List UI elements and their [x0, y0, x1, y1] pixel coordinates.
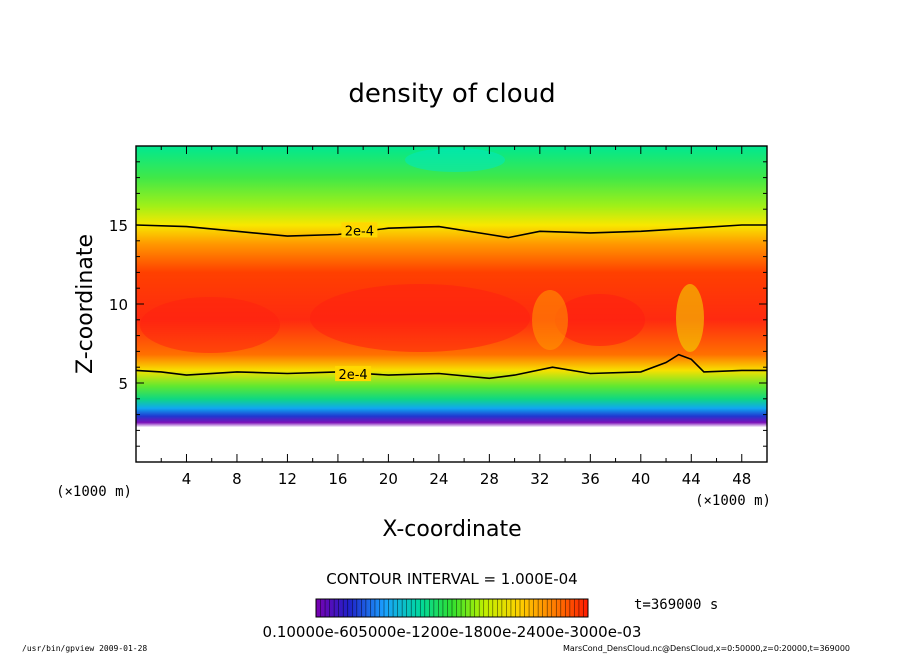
time-label: t=369000 s: [634, 597, 718, 613]
y-axis-title: Z-coordinate: [73, 234, 98, 374]
y-tick-label: 10: [109, 296, 128, 314]
x-tick-label: 4: [182, 470, 192, 488]
contour-label-upper-bg: [341, 222, 378, 238]
x-tick-label: 24: [429, 470, 448, 488]
density-field: [136, 146, 767, 462]
contour-interval-text: CONTOUR INTERVAL = 1.000E-04: [326, 570, 577, 588]
contour-label-lower-bg: [335, 366, 372, 382]
x-tick-label: 44: [682, 470, 701, 488]
colorbar-tick-labels: 0.10000e-605000e-1200e-1800e-2400e-3000e…: [263, 623, 642, 641]
density-core-center: [310, 284, 530, 352]
density-gap-right: [532, 290, 568, 350]
x-tick-label: 48: [732, 470, 751, 488]
chart-title: density of cloud: [348, 79, 555, 109]
x-unit-label: (×1000 m): [695, 493, 771, 509]
colorbar: [315, 598, 589, 618]
contour-lines: 2e-4 2e-4: [135, 222, 767, 383]
y-unit-label: (×1000 m): [56, 484, 132, 500]
x-tick-label: 36: [581, 470, 600, 488]
x-tick-label: 16: [328, 470, 347, 488]
x-tick-label: 20: [379, 470, 398, 488]
footer-right: MarsCond_DensCloud.nc@DensCloud,x=0:5000…: [563, 644, 850, 653]
contour-line-lower: [135, 353, 767, 380]
y-tick-label: 15: [109, 217, 128, 235]
x-tick-label: 12: [278, 470, 297, 488]
x-tick-label: 40: [631, 470, 650, 488]
x-axis-title: X-coordinate: [382, 517, 521, 542]
density-core-right: [555, 294, 645, 346]
y-tick-label: 5: [118, 375, 128, 393]
density-top-patch: [405, 148, 505, 172]
colorbar-frame: [315, 598, 589, 618]
contour-label-lower: 2e-4: [338, 368, 367, 383]
x-tick-label: 28: [480, 470, 499, 488]
colorbar-ticks: [320, 599, 584, 617]
x-tick-label: 8: [232, 470, 242, 488]
density-core-left: [140, 297, 280, 353]
x-tick-label: 32: [530, 470, 549, 488]
contour-label-upper: 2e-4: [345, 224, 374, 239]
density-gap-far-right: [676, 284, 704, 352]
footer-left: /usr/bin/gpview 2009-01-28: [22, 644, 147, 653]
contour-line-upper: [135, 224, 767, 239]
